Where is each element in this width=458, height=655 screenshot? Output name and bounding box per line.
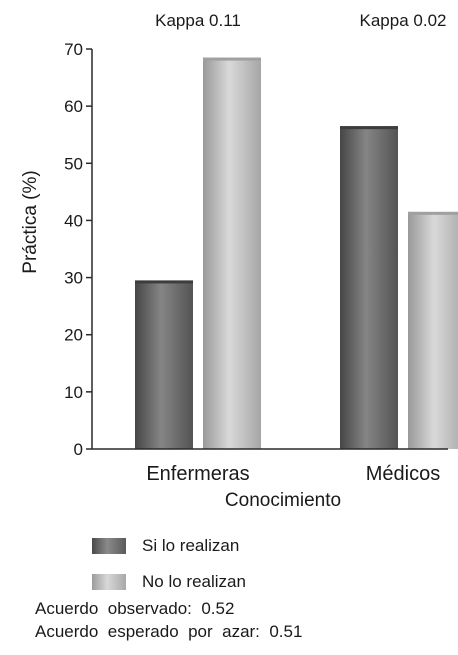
bar-top-cap: [135, 280, 193, 284]
legend: Si lo realizan No lo realizan: [92, 528, 246, 600]
y-tick-label: 60: [64, 97, 83, 116]
y-tick-label: 0: [74, 440, 83, 459]
bar-chart: Kappa 0.11 Kappa 0.02 0 10 20 30 40 50 60 70 Enfe…: [20, 11, 458, 511]
x-axis-title: Conocimiento: [225, 490, 341, 511]
observed-agreement: Acuerdo observado: 0.52: [35, 599, 235, 618]
x-category-label: Enfermeras: [146, 463, 249, 485]
kappa-annotation: Kappa 0.11: [155, 11, 241, 30]
x-category-label: Médicos: [366, 463, 440, 485]
y-tick-label: 10: [64, 383, 83, 402]
y-tick-label: 40: [64, 211, 83, 230]
bar-enfermeras-si: [135, 280, 193, 449]
y-tick-label: 30: [64, 269, 83, 288]
legend-swatch-dark: [92, 538, 126, 554]
legend-swatch-light: [92, 574, 126, 590]
y-axis-title: Práctica (%): [20, 170, 41, 273]
expected-agreement: Acuerdo esperado por azar: 0.51: [35, 622, 303, 641]
bar-m-dicos-no: [408, 211, 458, 449]
agreement-notes: Acuerdo observado: 0.52 Acuerdo esperado…: [35, 597, 302, 643]
y-tick-label: 70: [64, 40, 83, 59]
bar-top-cap: [340, 126, 398, 130]
y-tick-label: 50: [64, 154, 83, 173]
kappa-annotation: Kappa 0.02: [360, 11, 447, 30]
bar-enfermeras-no: [203, 57, 261, 449]
bar-top-cap: [408, 211, 458, 215]
y-tick-label: 20: [64, 326, 83, 345]
legend-label: Si lo realizan: [142, 536, 240, 555]
bar-m-dicos-si: [340, 126, 398, 450]
legend-item-no: No lo realizan: [92, 564, 246, 600]
bar-top-cap: [203, 57, 261, 61]
legend-label: No lo realizan: [142, 572, 246, 591]
legend-item-si: Si lo realizan: [92, 528, 246, 564]
